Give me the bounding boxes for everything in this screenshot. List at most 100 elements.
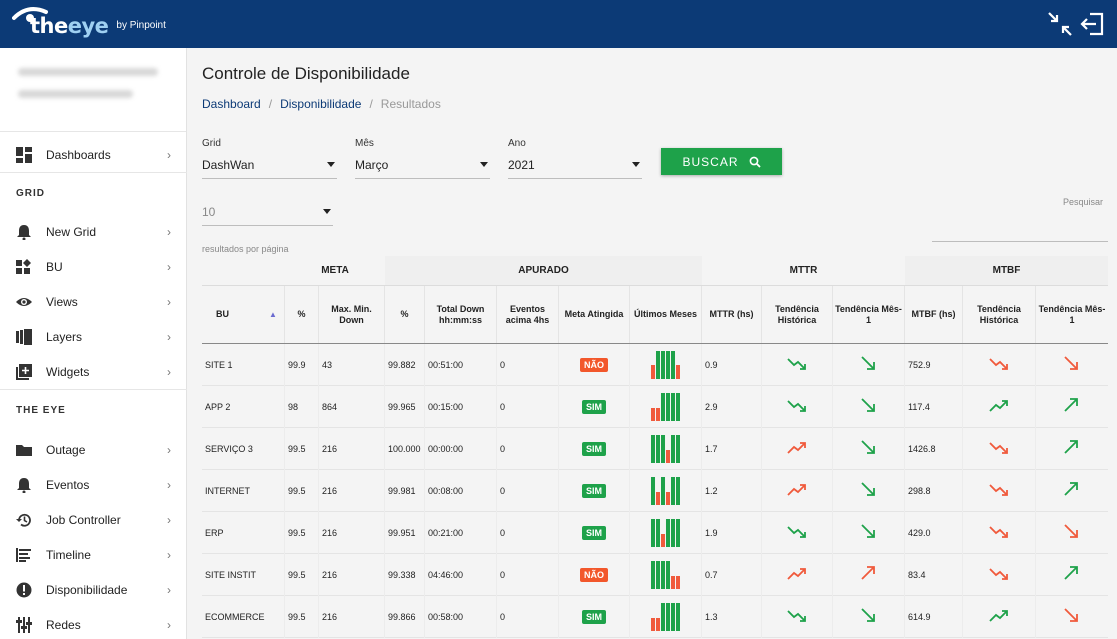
cell-ap-down-text: 00:00:00: [428, 444, 464, 454]
cell-bu: SITE 1: [202, 344, 285, 386]
chevron-right-icon: ›: [167, 582, 171, 597]
cell-ap-pct: 99.965: [385, 386, 425, 428]
ano-select[interactable]: 2021: [508, 151, 642, 179]
cell-mtbf-text: 752.9: [908, 360, 931, 370]
group-apurado: APURADO: [385, 256, 702, 285]
sidebar-item-views[interactable]: Views ›: [0, 284, 187, 319]
chevron-down-icon: [632, 162, 640, 167]
chevron-right-icon: ›: [167, 294, 171, 309]
cell-eventos: 0: [497, 428, 559, 470]
sidebar-item-label: Outage: [46, 442, 86, 457]
logout-icon[interactable]: [1079, 11, 1105, 37]
cell-mtbf-hist: [963, 554, 1036, 596]
page-size-select[interactable]: 10: [202, 198, 333, 226]
sidebar-item-dashboards[interactable]: Dashboards ›: [0, 137, 187, 172]
table-row[interactable]: SITE 1 99.9 43 99.882 00:51:00 0 NÃO 0.9 752.9: [202, 344, 1108, 386]
cell-mttr-hist: [762, 512, 833, 554]
sidebar-item-label: BU: [46, 259, 63, 274]
month-bar: [671, 435, 675, 463]
month-bar: [661, 435, 665, 463]
table-row[interactable]: SERVIÇO 3 99.5 216 100.000 00:00:00 0 SIM 1.7 14…: [202, 428, 1108, 470]
logo[interactable]: the eye by Pinpoint: [12, 4, 166, 44]
header-bu[interactable]: BU ▲: [202, 286, 285, 343]
top-bar: the eye by Pinpoint: [0, 0, 1117, 48]
sidebar-item-disponibilidade[interactable]: Disponibilidade ›: [0, 572, 187, 607]
cell-ap-down-text: 00:58:00: [428, 612, 464, 622]
header-meta-pct: %: [285, 286, 319, 343]
cell-eventos-text: 0: [500, 402, 506, 412]
table-header: BU ▲ % Max. Min. Down % Total Down hh:mm…: [202, 285, 1108, 344]
cell-eventos-text: 0: [500, 360, 506, 370]
search-icon: [749, 156, 761, 168]
table-row[interactable]: ERP 99.5 216 99.951 00:21:00 0 SIM 1.9 429.0: [202, 512, 1108, 554]
sidebar-item-timeline[interactable]: Timeline ›: [0, 537, 187, 572]
buscar-button[interactable]: BUSCAR: [661, 148, 782, 175]
cell-ap-pct-text: 99.866: [388, 612, 416, 622]
cell-mtbf-mes: [1036, 386, 1108, 428]
sidebar-item-redes[interactable]: Redes ›: [0, 607, 187, 639]
cell-mttr: 0.9: [702, 344, 762, 386]
cell-mttr-hist: [762, 470, 833, 512]
sidebar-item-outage[interactable]: Outage ›: [0, 432, 187, 467]
table-row[interactable]: INTERNET 99.5 216 99.981 00:08:00 0 SIM 1.2 298.…: [202, 470, 1108, 512]
cell-meta-down-text: 216: [322, 486, 338, 496]
month-bar: [661, 393, 665, 421]
sidebar-item-eventos[interactable]: Eventos ›: [0, 467, 187, 502]
month-bar: [676, 365, 680, 379]
cell-meta-atingida: SIM: [559, 470, 630, 512]
sidebar-item-label: Timeline: [46, 547, 91, 562]
cell-meta-pct: 99.5: [285, 554, 319, 596]
chevron-right-icon: ›: [167, 547, 171, 562]
add-box-icon: [16, 363, 32, 380]
table-row[interactable]: SITE INSTIT 99.5 216 99.338 04:46:00 0 NÃO 0.7 8…: [202, 554, 1108, 596]
sidebar-item-layers[interactable]: Layers ›: [0, 319, 187, 354]
chevron-right-icon: ›: [167, 442, 171, 457]
cell-ap-pct-text: 99.338: [388, 570, 416, 580]
month-bar: [676, 576, 680, 589]
cell-ap-pct: 99.981: [385, 470, 425, 512]
cell-eventos: 0: [497, 386, 559, 428]
timeline-icon: [16, 547, 32, 563]
cell-mtbf-mes: [1036, 512, 1108, 554]
cell-ap-pct-text: 99.981: [388, 486, 416, 496]
table-row[interactable]: ECOMMERCE 99.5 216 99.866 00:58:00 0 SIM 1.3 614…: [202, 596, 1108, 638]
header-mttr-hist: Tendência Histórica: [762, 286, 833, 343]
cell-mtbf: 83.4: [905, 554, 963, 596]
sidebar-item-job-controller[interactable]: Job Controller ›: [0, 502, 187, 537]
cell-ap-down: 00:15:00: [425, 386, 497, 428]
header-eventos: Eventos acima 4hs: [497, 286, 559, 343]
cell-meta-down: 216: [319, 596, 385, 638]
cell-mtbf-mes: [1036, 554, 1108, 596]
cell-meta-pct-text: 99.5: [288, 612, 306, 622]
chevron-right-icon: ›: [167, 364, 171, 379]
grid-label: Grid: [202, 138, 221, 149]
header-mttr: MTTR (hs): [702, 286, 762, 343]
breadcrumb-disponibilidade[interactable]: Disponibilidade: [280, 97, 362, 111]
cell-meta-down-text: 864: [322, 402, 338, 412]
sidebar-item-widgets[interactable]: Widgets ›: [0, 354, 187, 389]
cell-mtbf-hist: [963, 470, 1036, 512]
breadcrumb-dashboard[interactable]: Dashboard: [202, 97, 261, 111]
sidebar-item-bu[interactable]: BU ›: [0, 249, 187, 284]
grid-select[interactable]: DashWan: [202, 151, 337, 179]
search-input[interactable]: [932, 218, 1108, 242]
section-the-eye: THE EYE: [16, 405, 66, 416]
sidebar-item-new-grid[interactable]: New Grid ›: [0, 214, 187, 249]
sidebar: Dashboards › GRID New Grid › BU › Views …: [0, 48, 187, 639]
cell-meta-pct-text: 99.5: [288, 486, 306, 496]
mes-select[interactable]: Março: [355, 151, 490, 179]
history-icon: [16, 512, 32, 528]
cell-meta-atingida: SIM: [559, 428, 630, 470]
header-mtbf: MTBF (hs): [905, 286, 963, 343]
cell-bu: ERP: [202, 512, 285, 554]
table-row[interactable]: APP 2 98 864 99.965 00:15:00 0 SIM 2.9 117.4: [202, 386, 1108, 428]
group-mtbf: MTBF: [905, 256, 1108, 285]
cell-eventos: 0: [497, 470, 559, 512]
cell-meta-down-text: 216: [322, 528, 338, 538]
month-bar: [661, 351, 665, 379]
header-meta-down: Max. Min. Down: [319, 286, 385, 343]
trending-up-icon: [1062, 438, 1082, 460]
cell-meta-down-text: 216: [322, 612, 338, 622]
fullscreen-exit-icon[interactable]: [1047, 11, 1073, 37]
trending-down-icon: [1062, 354, 1082, 376]
